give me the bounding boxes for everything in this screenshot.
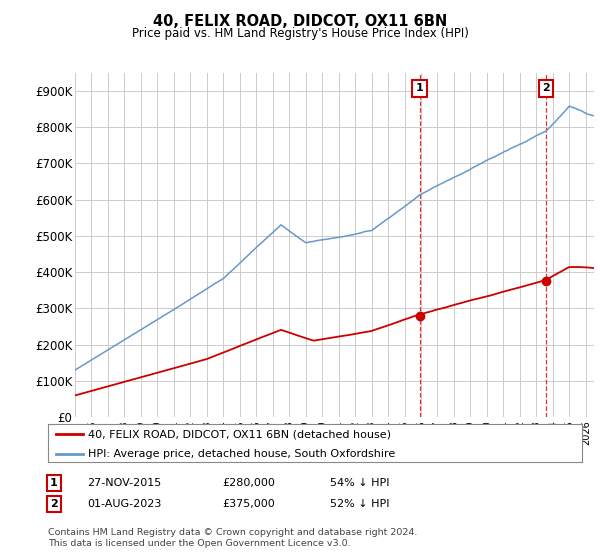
Text: £375,000: £375,000	[222, 499, 275, 509]
Text: 1: 1	[416, 83, 424, 94]
Text: 1: 1	[50, 478, 58, 488]
Text: 2: 2	[50, 499, 58, 509]
Text: HPI: Average price, detached house, South Oxfordshire: HPI: Average price, detached house, Sout…	[88, 449, 395, 459]
Text: 52% ↓ HPI: 52% ↓ HPI	[330, 499, 389, 509]
Text: 40, FELIX ROAD, DIDCOT, OX11 6BN: 40, FELIX ROAD, DIDCOT, OX11 6BN	[153, 14, 447, 29]
Text: £280,000: £280,000	[222, 478, 275, 488]
Text: 01-AUG-2023: 01-AUG-2023	[87, 499, 161, 509]
Text: 54% ↓ HPI: 54% ↓ HPI	[330, 478, 389, 488]
Text: 27-NOV-2015: 27-NOV-2015	[87, 478, 161, 488]
Text: Price paid vs. HM Land Registry's House Price Index (HPI): Price paid vs. HM Land Registry's House …	[131, 27, 469, 40]
Text: Contains HM Land Registry data © Crown copyright and database right 2024.
This d: Contains HM Land Registry data © Crown c…	[48, 528, 418, 548]
Text: 2: 2	[542, 83, 550, 94]
Text: 40, FELIX ROAD, DIDCOT, OX11 6BN (detached house): 40, FELIX ROAD, DIDCOT, OX11 6BN (detach…	[88, 429, 391, 439]
